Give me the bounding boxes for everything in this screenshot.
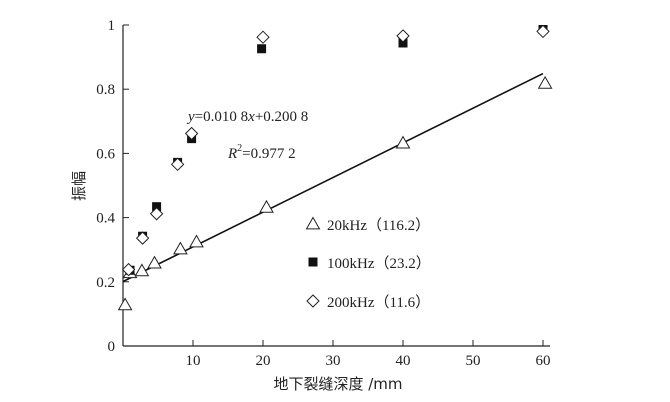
legend-marker [306, 294, 320, 308]
data-point [184, 126, 199, 141]
series-2 [121, 24, 550, 277]
y-tick-label: 0 [108, 339, 116, 355]
y-axis-label: 振幅 [70, 171, 88, 201]
legend-label: 100kHz（23.2） [327, 255, 431, 272]
data-point [135, 231, 150, 245]
data-point [536, 24, 550, 39]
series-0 [117, 75, 553, 311]
data-point [121, 262, 136, 277]
legend-marker [305, 216, 321, 230]
data-point [256, 30, 270, 44]
data-point [257, 44, 267, 54]
axes: 0 0.2 0.4 0.6 0.8 1 10 20 30 40 50 60 [96, 18, 550, 369]
data-point [170, 157, 185, 172]
fit-line [122, 72, 544, 283]
data-point [189, 234, 204, 248]
data-points [117, 24, 553, 311]
fit-equation-label: y=0.010 8x+0.200 8 [186, 109, 308, 125]
y-tick-label: 0.2 [96, 275, 115, 291]
x-axis-label: 地下裂缝深度 /mm [273, 375, 402, 393]
x-tick-label: 50 [466, 353, 481, 369]
legend: 20kHz（116.2） 100kHz（23.2） 200kHz（11.6） [305, 216, 431, 311]
data-point [152, 202, 162, 212]
data-point [149, 207, 164, 221]
x-tick-label: 30 [326, 353, 341, 369]
legend-marker [308, 257, 318, 267]
data-point [396, 29, 410, 43]
legend-label: 200kHz（11.6） [327, 294, 430, 311]
data-point [395, 135, 411, 149]
data-point [147, 255, 162, 269]
data-point [537, 75, 553, 89]
legend-label: 20kHz（116.2） [327, 217, 430, 234]
y-tick-label: 1 [108, 18, 116, 34]
x-tick-label: 40 [396, 353, 411, 369]
data-point [117, 297, 133, 311]
x-tick-label: 60 [536, 353, 551, 369]
r-squared-label: R2=0.977 2 [227, 143, 296, 162]
data-point [259, 199, 274, 213]
fit-line-group [122, 72, 544, 283]
x-tick-label: 20 [256, 353, 271, 369]
y-tick-label: 0.6 [96, 146, 115, 162]
data-point [134, 263, 150, 277]
data-point [173, 241, 188, 255]
data-point [398, 38, 408, 48]
y-tick-label: 0.4 [96, 211, 115, 227]
y-tick-label: 0.8 [96, 82, 115, 98]
x-tick-label: 10 [186, 353, 201, 369]
series-1 [125, 24, 548, 275]
